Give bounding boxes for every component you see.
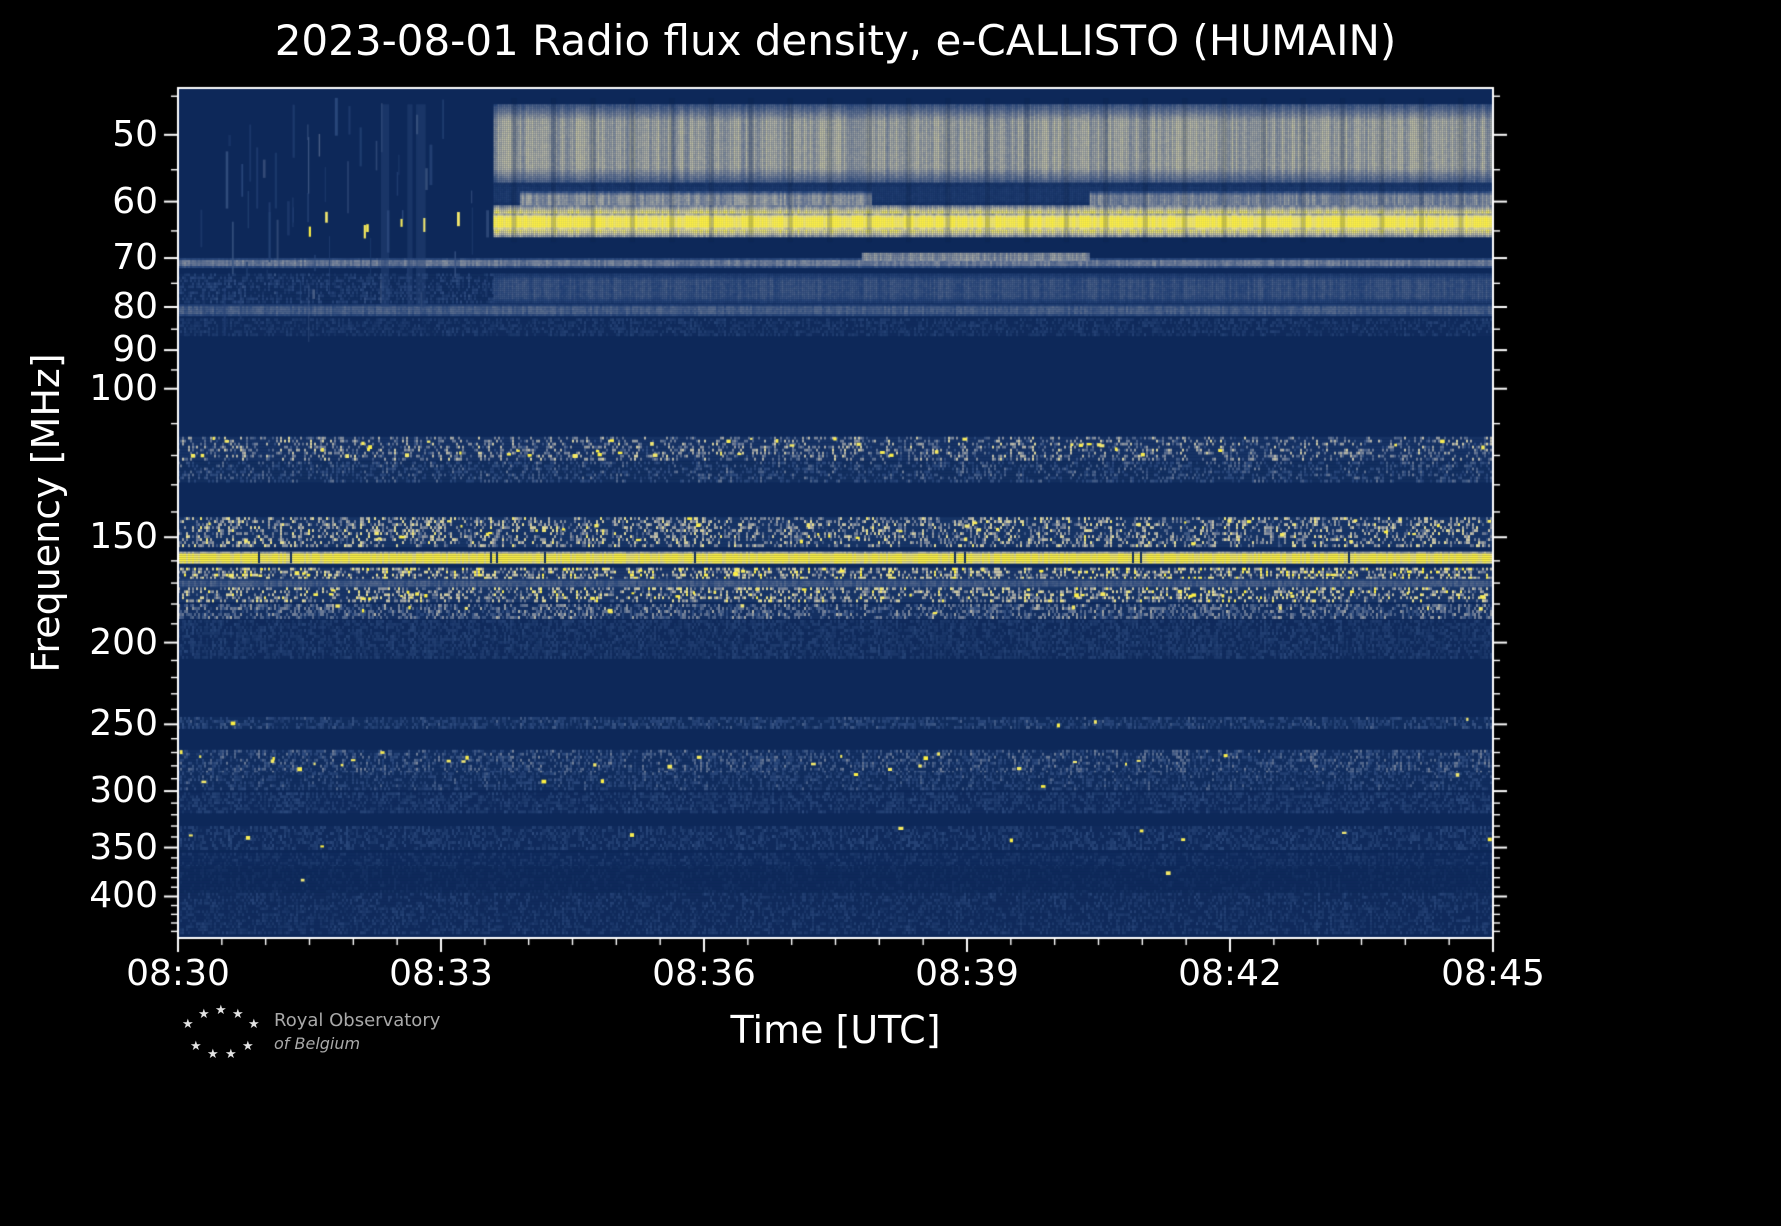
spectrogram-figure: 2023-08-01 Radio flux density, e-CALLIST…: [0, 0, 1781, 1226]
spectrogram-canvas: [0, 0, 1781, 1226]
